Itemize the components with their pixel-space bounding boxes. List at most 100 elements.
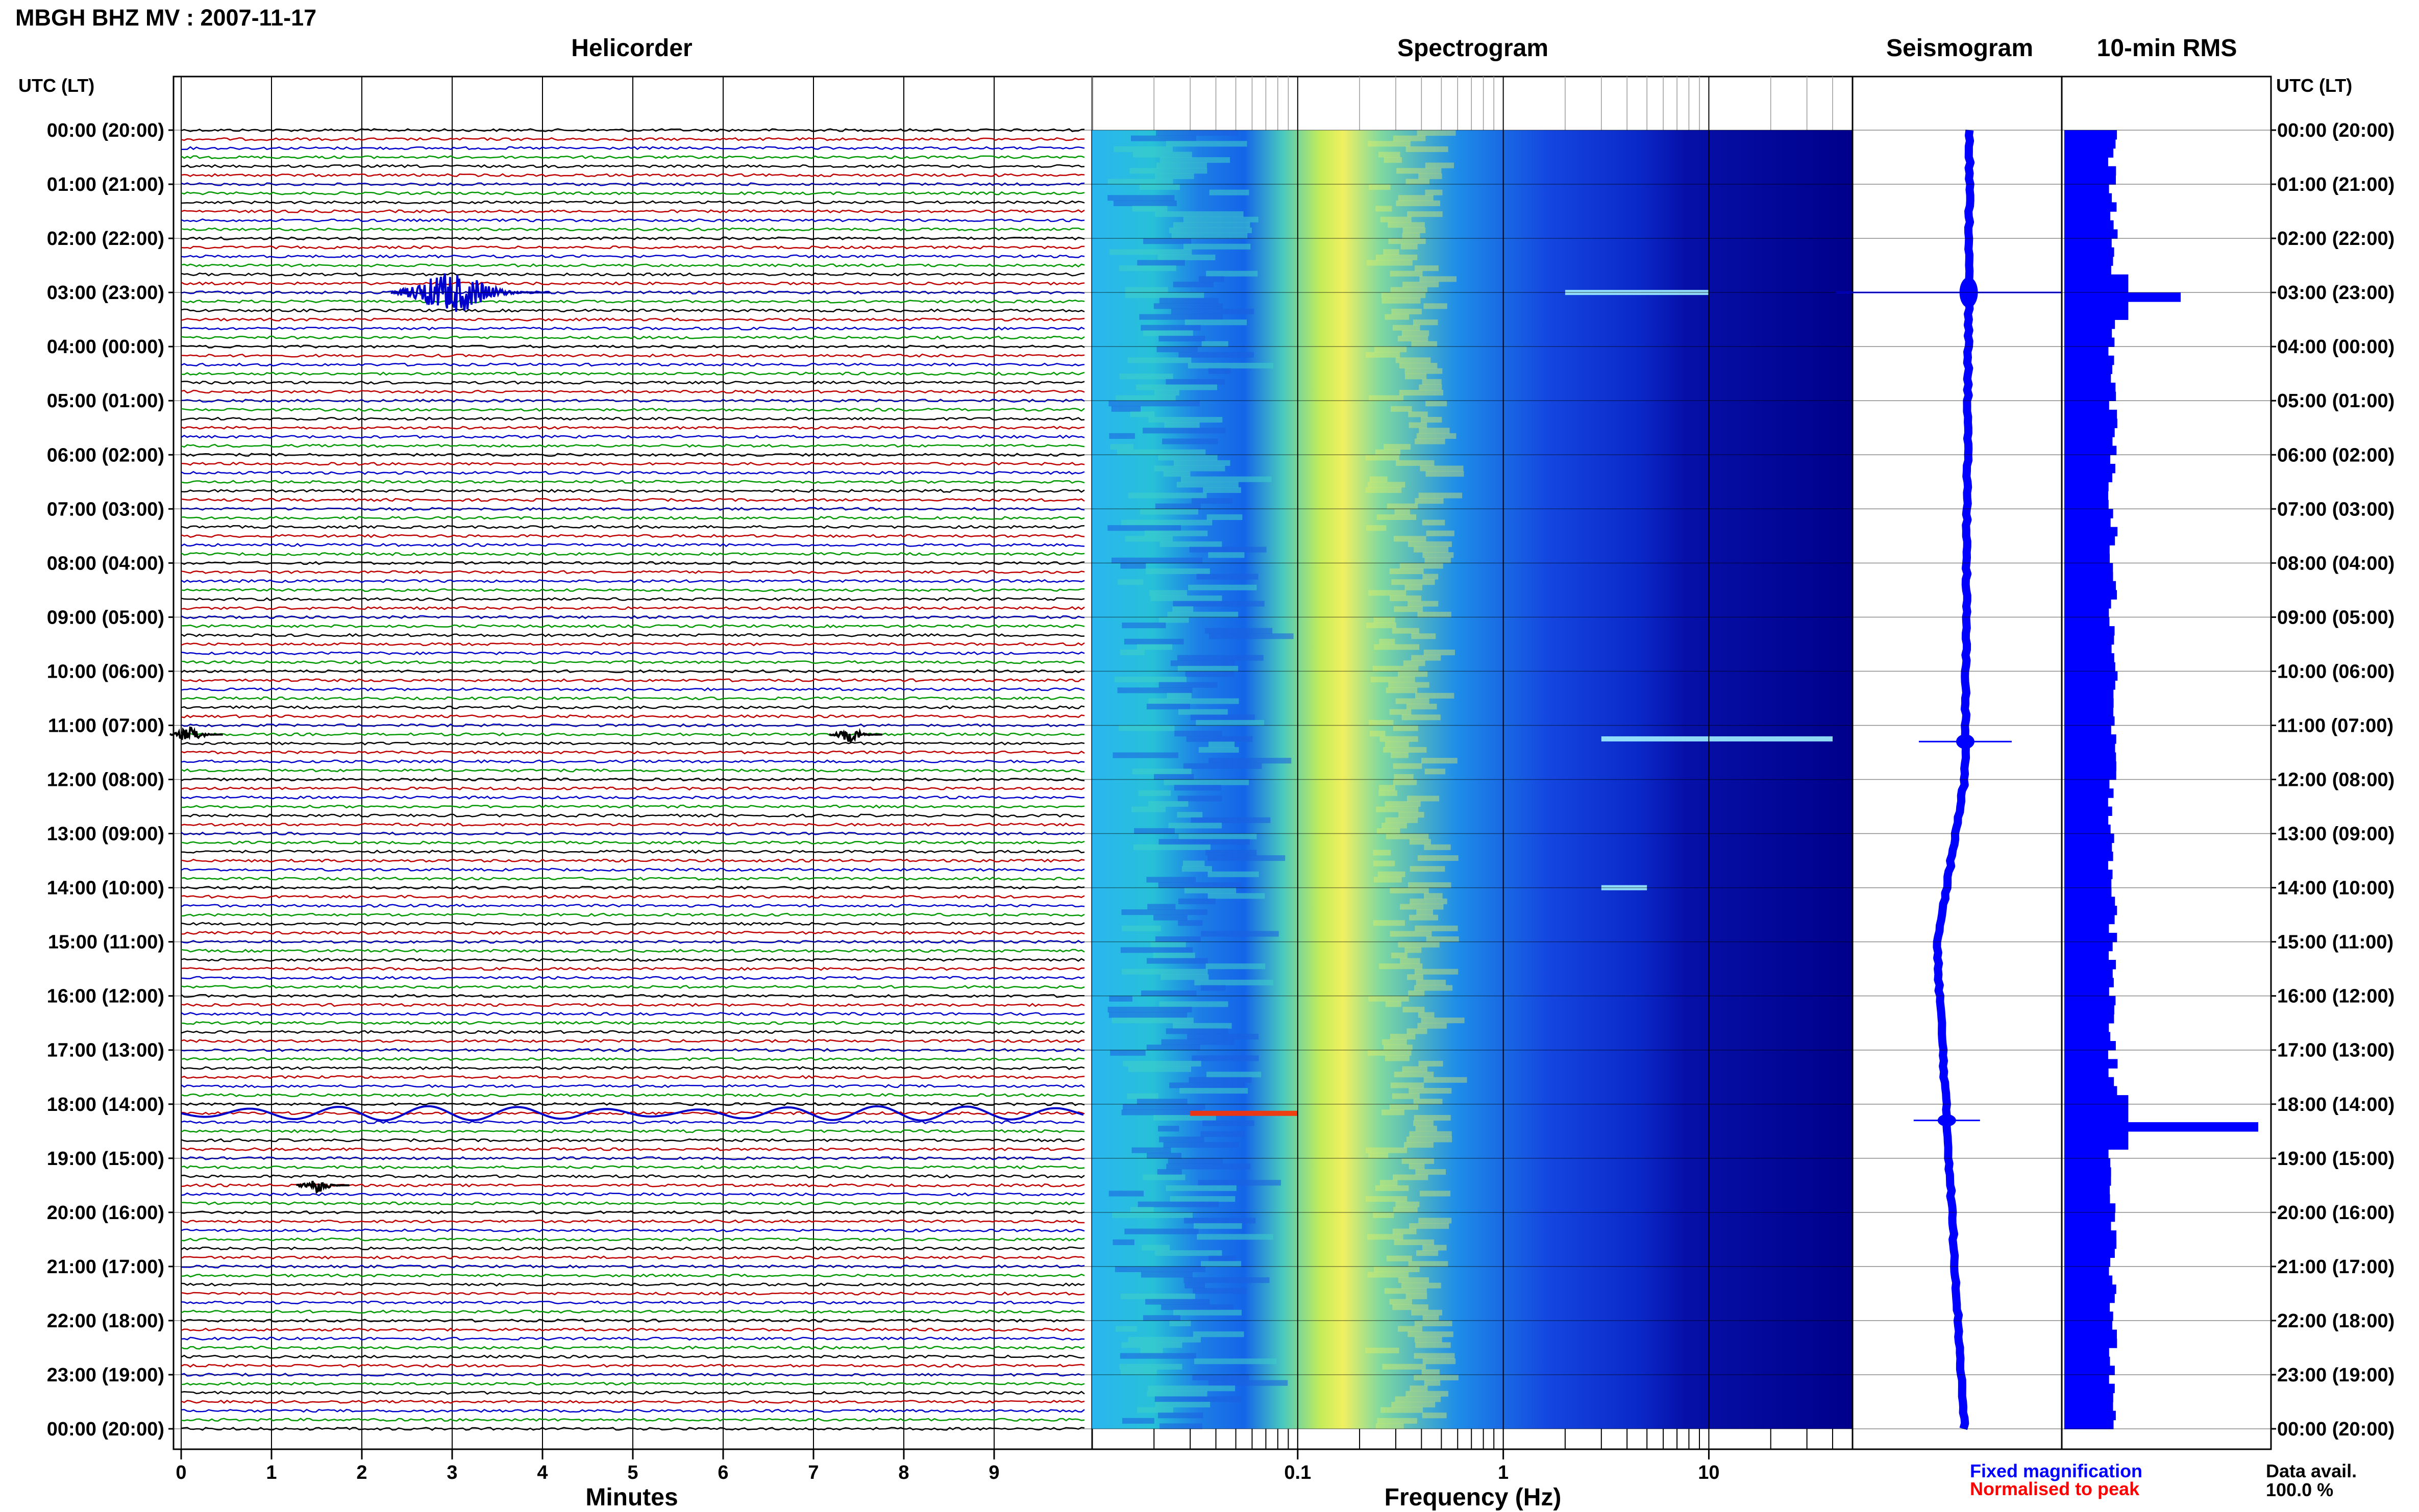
spectrogram-row-texture: [1154, 1396, 1242, 1402]
spectrogram-row-texture: [1368, 590, 1406, 596]
spectrogram-row-texture: [1178, 898, 1216, 904]
spectrogram-row-texture: [1415, 1126, 1437, 1132]
spectrogram-row-texture: [1401, 1282, 1441, 1288]
time-label-right: 09:00 (05:00): [2277, 607, 2395, 628]
helicorder-trace: [181, 434, 1085, 439]
helicorder-trace: [181, 849, 1085, 854]
time-label-right: 14:00 (10:00): [2277, 878, 2395, 899]
rms-bar: [2064, 644, 2112, 654]
spectrogram-row-texture: [1156, 162, 1207, 168]
spectrogram-row-texture: [1192, 1374, 1249, 1381]
spectrogram-row-texture: [1156, 130, 1239, 136]
spectrogram-row-texture: [1121, 519, 1213, 526]
spectrogram-row-texture: [1422, 1245, 1447, 1251]
spectrogram-row-texture: [1149, 590, 1187, 596]
spectrogram-row-texture: [1410, 866, 1445, 872]
helicorder-trace: [181, 922, 1085, 926]
helicorder-trace: [181, 804, 1085, 809]
helicorder-trace: [181, 1147, 1085, 1152]
time-label-right: 11:00 (07:00): [2277, 715, 2393, 736]
spectrogram-row-texture: [1131, 1147, 1171, 1153]
spectrogram-row-texture: [1395, 1396, 1441, 1402]
spectrogram-row-texture: [1392, 1228, 1417, 1234]
helicorder-trace: [181, 426, 1085, 430]
rms-bar: [2064, 265, 2111, 275]
time-label-left: 13:00 (09:00): [47, 824, 164, 845]
spectrogram-row-texture: [1148, 698, 1239, 704]
rms-bar: [2064, 554, 2110, 564]
spectrogram-row-texture: [1127, 1093, 1158, 1099]
spectrogram-row-texture: [1376, 514, 1417, 520]
spectrogram-row-texture: [1395, 698, 1429, 704]
spectrogram-row-texture: [1123, 1104, 1205, 1110]
helicorder-trace: [181, 651, 1085, 655]
spectrogram-row-texture: [1367, 1234, 1403, 1240]
helicorder-trace: [181, 416, 1085, 421]
spectrogram-row-texture: [1385, 817, 1418, 823]
time-label-left: 09:00 (05:00): [47, 607, 164, 628]
spectrogram-row-texture: [1173, 1023, 1232, 1029]
helicorder-trace: [181, 958, 1085, 962]
spectrogram-event: [1601, 736, 1833, 741]
spectrogram-row-texture: [1406, 1136, 1452, 1143]
spectrogram-row-texture: [1414, 985, 1453, 991]
rms-bar: [2064, 256, 2113, 266]
spectrogram-row-texture: [1174, 785, 1221, 791]
rms-bar: [2064, 635, 2114, 645]
spectrogram-row-texture: [1161, 974, 1209, 980]
helicorder-trace: [181, 1084, 1085, 1088]
spectrogram-row-texture: [1182, 860, 1205, 866]
time-label-right: 18:00 (14:00): [2277, 1094, 2395, 1116]
rms-bar: [2064, 842, 2112, 852]
spectrogram-row-texture: [1405, 179, 1429, 185]
spectrogram-row-texture: [1131, 806, 1166, 812]
spectrogram-row-texture: [1205, 963, 1266, 970]
spectrogram-row-texture: [1384, 1288, 1427, 1294]
spectrogram-row-texture: [1386, 833, 1429, 839]
spectrogram-row-texture: [1388, 238, 1426, 244]
spectrogram-row-texture: [1418, 1218, 1452, 1224]
rms-bar: [2064, 463, 2115, 474]
rms-bar: [2064, 310, 2129, 320]
spectrogram-row-texture: [1129, 168, 1207, 174]
spectrogram-row-texture: [1366, 352, 1400, 358]
rms-bars: [2064, 130, 2258, 1429]
time-label-left: 23:00 (19:00): [47, 1365, 164, 1386]
spectrogram-row-texture: [1367, 482, 1405, 488]
spectrogram-row-texture: [1394, 606, 1423, 612]
spectrogram-row-texture: [1409, 1131, 1452, 1137]
spectrogram-row-texture: [1415, 265, 1439, 271]
helicorder-trace: [181, 389, 1085, 394]
rms-bar: [2064, 1131, 2129, 1141]
helicorder-trace: [181, 1012, 1085, 1016]
spectrogram-row-texture: [1127, 357, 1192, 363]
time-label-left: 06:00 (02:00): [47, 444, 164, 466]
helicorder-trace: [181, 516, 1085, 520]
spectrogram-row-texture: [1385, 314, 1410, 320]
time-label-right: 17:00 (13:00): [2277, 1040, 2395, 1061]
rms-bar: [2064, 1401, 2113, 1411]
spectrogram-row-texture: [1416, 1250, 1439, 1256]
spectrogram-row-texture: [1121, 909, 1208, 915]
rms-bar: [2064, 1239, 2117, 1249]
time-label-left: 08:00 (04:00): [47, 553, 164, 574]
spectrogram-row-texture: [1166, 1163, 1251, 1170]
rms-bar: [2064, 653, 2114, 663]
rms-bar: [2064, 581, 2116, 591]
helicorder-trace: [181, 1129, 1085, 1133]
helicorder-trace: [181, 949, 1085, 953]
rms-bar: [2064, 1023, 2109, 1033]
spectrogram-row-texture: [1112, 1018, 1194, 1024]
rms-bar: [2064, 1393, 2113, 1402]
helicorder-trace: [181, 480, 1085, 484]
helicorder-trace: [181, 687, 1085, 691]
spectrogram-row-texture: [1417, 855, 1459, 861]
rms-bar: [2064, 1122, 2258, 1132]
spectrogram-row-texture: [1390, 287, 1427, 293]
helicorder-trace: [181, 840, 1085, 845]
spectrogram-row-texture: [1422, 552, 1454, 558]
spectrogram-row-texture: [1180, 476, 1272, 482]
rms-bar: [2064, 1284, 2116, 1294]
spectrogram-row-texture: [1173, 281, 1214, 288]
spectrogram-row-texture: [1400, 243, 1418, 250]
